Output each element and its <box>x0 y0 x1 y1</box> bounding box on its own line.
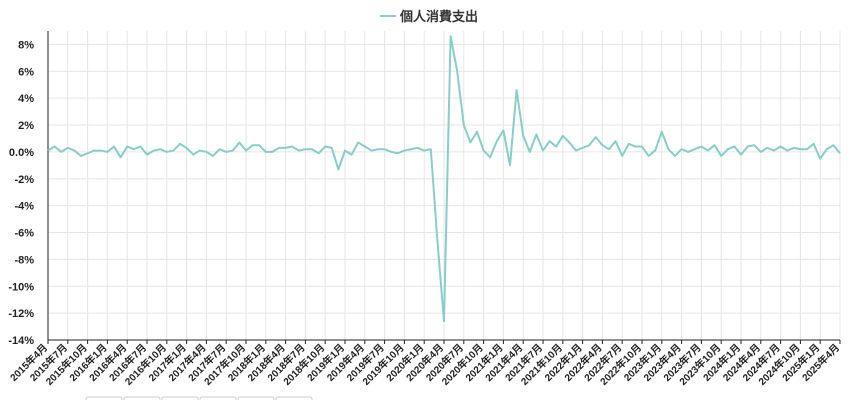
x-tick-labels: 2015年4月2015年7月2015年10月2016年1月2016年4月2016… <box>7 341 842 388</box>
y-tick-label: -14% <box>8 335 34 347</box>
y-tick-label: -2% <box>14 174 34 186</box>
y-tick-label: -4% <box>14 201 34 213</box>
y-tick-label: -6% <box>14 228 34 240</box>
axes-layer <box>47 31 841 344</box>
y-tick-labels: 8% 6% 4% 2% 0.0% -2% -4% -6% -8% -10% -12% -14% <box>8 39 34 347</box>
y-tick-label: 4% <box>18 93 34 105</box>
series-line[interactable] <box>47 35 841 323</box>
legend-label: 個人消費支出 <box>399 9 478 24</box>
y-tick-label: 2% <box>18 120 34 132</box>
y-tick-label: -10% <box>8 281 34 293</box>
y-tick-label: 0.0% <box>9 147 34 159</box>
y-tick-label: -12% <box>8 308 34 320</box>
series-layer <box>47 35 841 323</box>
y-tick-label: 6% <box>18 66 34 78</box>
y-tick-label: -8% <box>14 254 34 266</box>
y-tick-label: 8% <box>18 39 34 51</box>
legend[interactable]: 個人消費支出 <box>380 9 478 24</box>
